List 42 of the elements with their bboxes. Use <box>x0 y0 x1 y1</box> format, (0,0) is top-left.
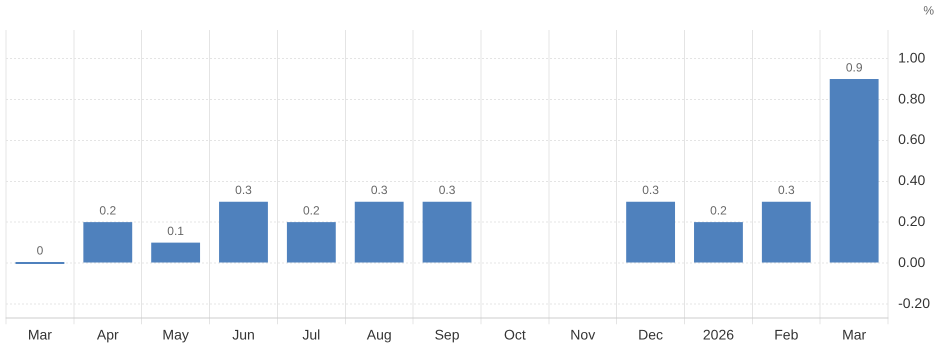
x-tick-label: Oct <box>504 326 526 342</box>
x-tick-label: Sep <box>434 326 460 342</box>
data-label: 0.1 <box>167 224 184 238</box>
x-tick-label: Feb <box>774 326 799 342</box>
data-label: 0.2 <box>99 203 116 218</box>
data-label: 0.2 <box>302 203 320 218</box>
x-tick-label: Mar <box>28 326 52 342</box>
x-tick-label: Mar <box>842 326 867 342</box>
x-tick-label: Jul <box>302 326 320 342</box>
data-label: 0.3 <box>778 183 795 198</box>
bar <box>694 222 743 263</box>
data-label: 0.3 <box>438 183 456 198</box>
bar <box>626 202 676 263</box>
y-axis-title: % <box>923 3 934 18</box>
bar <box>762 202 811 263</box>
bar <box>83 222 132 263</box>
bar <box>286 222 336 263</box>
y-tick-label: 0.40 <box>898 172 926 188</box>
bar <box>219 202 268 263</box>
y-tick-label: -0.20 <box>898 294 930 311</box>
y-tick-label: 0.20 <box>898 212 926 229</box>
y-tick-label: 0.60 <box>898 131 926 148</box>
x-tick-label: Jun <box>232 326 255 342</box>
data-label: 0.3 <box>642 183 660 198</box>
x-tick-label: Nov <box>570 326 596 342</box>
bar <box>422 202 472 263</box>
x-tick-label: Aug <box>366 326 392 342</box>
y-tick-label: 1.00 <box>898 49 926 66</box>
data-label: 0 <box>36 243 44 258</box>
x-tick-label: Dec <box>638 326 664 342</box>
data-label: 0.2 <box>710 203 728 218</box>
data-label: 0.9 <box>846 60 863 74</box>
bar <box>830 79 879 263</box>
x-tick-label: May <box>162 326 189 342</box>
x-tick-label: Apr <box>96 326 120 342</box>
bar <box>151 242 200 263</box>
x-tick-label: 2026 <box>702 326 734 342</box>
bar <box>354 202 404 263</box>
data-label: 0.3 <box>370 183 388 198</box>
y-tick-label: 0.80 <box>898 90 926 106</box>
y-tick-label: 0.00 <box>898 254 926 270</box>
data-label: 0.3 <box>235 183 252 198</box>
